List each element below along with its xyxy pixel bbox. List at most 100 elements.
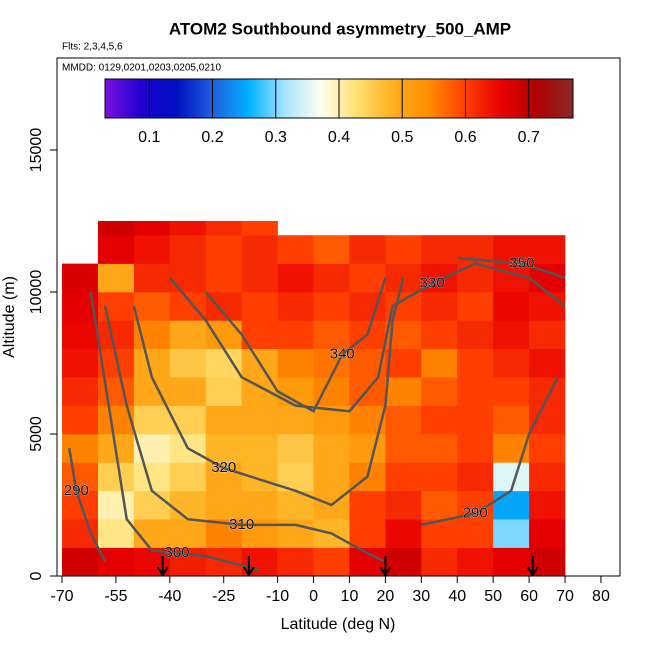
heat-cell bbox=[133, 221, 171, 236]
heat-cell bbox=[529, 490, 566, 520]
heat-cell bbox=[385, 377, 422, 406]
heat-cell bbox=[97, 462, 135, 492]
heat-cell bbox=[421, 235, 458, 264]
y-tick-label: 15000 bbox=[28, 128, 45, 173]
contour-line bbox=[421, 376, 559, 527]
heat-cell bbox=[385, 462, 422, 492]
contour-label: 310 bbox=[229, 516, 254, 533]
plot-frame bbox=[56, 57, 621, 577]
heat-cell bbox=[277, 348, 314, 378]
heat-cell bbox=[313, 263, 350, 293]
heat-cell bbox=[62, 519, 99, 548]
flight-marker-head bbox=[156, 566, 169, 577]
x-tick-label: 10 bbox=[341, 588, 359, 605]
heat-cell bbox=[169, 221, 207, 236]
heat-cell bbox=[277, 235, 314, 264]
heat-cell bbox=[241, 292, 278, 321]
heat-cell bbox=[349, 235, 386, 264]
heat-cell bbox=[349, 263, 386, 293]
contour-line bbox=[103, 305, 386, 563]
heat-cell bbox=[133, 263, 171, 293]
heat-cell bbox=[385, 348, 422, 378]
y-tick-label: 0 bbox=[28, 571, 45, 580]
heat-cell bbox=[277, 519, 314, 548]
heat-cell bbox=[493, 519, 530, 548]
heat-cell bbox=[385, 235, 422, 264]
overlay: MMDD: 0129,0201,0203,0205,0210 0.1 0.2 0.3 0… bbox=[28, 57, 621, 605]
heat-cell bbox=[97, 547, 135, 577]
heat-cell bbox=[421, 377, 458, 406]
heat-cell bbox=[169, 462, 207, 492]
x-tick-label: 70 bbox=[556, 588, 574, 605]
heat-cell bbox=[62, 405, 99, 435]
contour-line bbox=[457, 256, 566, 279]
x-tick-label: -40 bbox=[158, 588, 181, 605]
x-tick-label: -25 bbox=[212, 588, 235, 605]
heat-cell bbox=[457, 377, 494, 406]
heat-cell bbox=[349, 519, 386, 548]
heat-cell bbox=[169, 320, 207, 350]
heat-cell bbox=[349, 434, 386, 463]
colorbar-tick-label: 0.2 bbox=[201, 129, 223, 146]
flight-marker-head bbox=[526, 566, 539, 577]
heat-cell bbox=[62, 263, 99, 293]
heat-cell bbox=[205, 263, 242, 293]
heat-cell bbox=[493, 377, 530, 406]
heat-cell bbox=[457, 292, 494, 321]
contours: 290 290 300 310 320 330 340 350 bbox=[64, 254, 566, 572]
x-tick-label: 20 bbox=[376, 588, 394, 605]
heat-cell bbox=[205, 348, 242, 378]
heat-cell bbox=[97, 320, 135, 350]
chart-title: ATOM2 Southbound asymmetry_500_AMP bbox=[169, 19, 511, 38]
x-tick-label: -10 bbox=[266, 588, 289, 605]
y-tick-label: 5000 bbox=[28, 416, 45, 452]
contour-label: 290 bbox=[463, 504, 488, 521]
heat-cell bbox=[385, 490, 422, 520]
heat-cell bbox=[457, 462, 494, 492]
heat-cell bbox=[62, 377, 99, 406]
heat-cell bbox=[133, 292, 171, 321]
heat-cell bbox=[133, 405, 171, 435]
contour-line bbox=[168, 262, 566, 413]
heat-cell bbox=[205, 221, 242, 236]
heat-cell bbox=[277, 434, 314, 463]
heat-cell bbox=[457, 320, 494, 350]
heat-cell bbox=[493, 547, 530, 577]
heat-cell bbox=[205, 490, 242, 520]
heat-cell bbox=[169, 292, 207, 321]
heat-cell bbox=[529, 292, 566, 321]
heat-cell bbox=[529, 434, 566, 463]
heat-cell bbox=[385, 547, 422, 577]
heat-cell bbox=[385, 434, 422, 463]
heat-cell bbox=[457, 547, 494, 577]
contour-line bbox=[67, 447, 107, 563]
colorbar-tick-label: 0.6 bbox=[454, 129, 476, 146]
heat-cell bbox=[529, 462, 566, 492]
heat-cell bbox=[241, 405, 278, 435]
heat-cell bbox=[277, 320, 314, 350]
x-tick-label: -55 bbox=[104, 588, 127, 605]
colorbar-tick-label: 0.1 bbox=[138, 129, 160, 146]
heat-cell bbox=[205, 434, 242, 463]
heat-cell bbox=[62, 320, 99, 350]
heat-cell bbox=[313, 235, 350, 264]
heat-cell bbox=[421, 292, 458, 321]
heatmap bbox=[62, 221, 566, 577]
heat-cell bbox=[349, 490, 386, 520]
colorbar-tick-label: 0.3 bbox=[265, 129, 287, 146]
heat-cell bbox=[421, 405, 458, 435]
heat-cell bbox=[241, 221, 278, 236]
heat-cell bbox=[62, 462, 99, 492]
heat-cell bbox=[169, 348, 207, 378]
heat-cell bbox=[205, 235, 242, 264]
heat-cell bbox=[421, 348, 458, 378]
heat-cell bbox=[313, 320, 350, 350]
heat-cell bbox=[241, 235, 278, 264]
x-tick-label: 30 bbox=[412, 588, 430, 605]
contour-line bbox=[89, 291, 260, 572]
contour-label: 290 bbox=[64, 482, 89, 499]
heat-cell bbox=[97, 292, 135, 321]
contour-label: 320 bbox=[211, 459, 236, 476]
y-tick-label: 10000 bbox=[28, 270, 45, 315]
